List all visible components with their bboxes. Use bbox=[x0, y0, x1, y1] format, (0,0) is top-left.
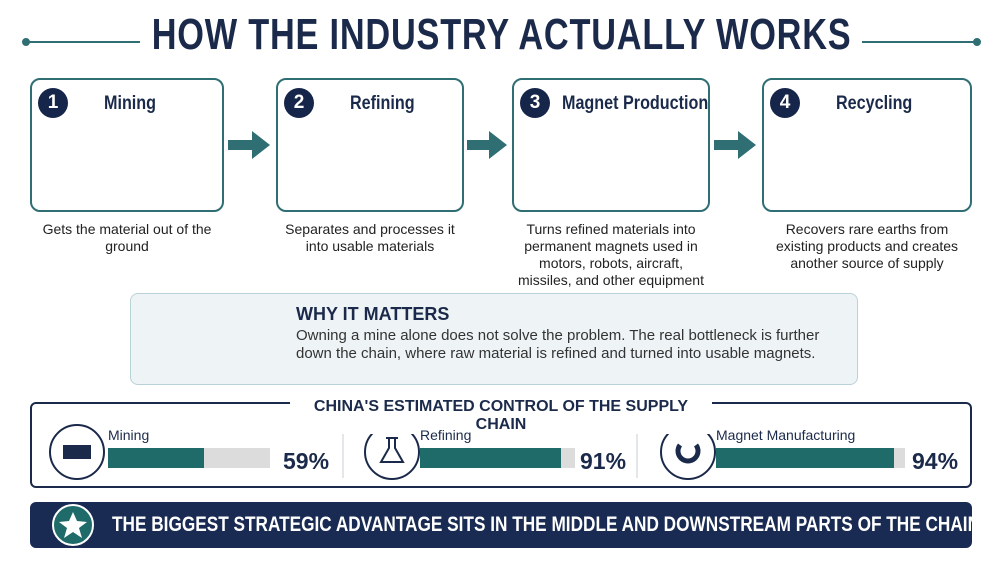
step-title: Recycling bbox=[836, 93, 913, 114]
step-description: Separates and processes it into usable m… bbox=[285, 221, 455, 254]
footer-banner bbox=[30, 502, 972, 548]
item-label: Mining bbox=[108, 427, 150, 443]
bar-track bbox=[420, 448, 575, 468]
footer-text: THE BIGGEST STRATEGIC ADVANTAGE SITS IN … bbox=[112, 513, 985, 536]
step-description: Turns refined materials into permanent m… bbox=[518, 221, 704, 288]
star-icon bbox=[52, 504, 94, 546]
step-title: Magnet Production bbox=[562, 93, 709, 114]
value-label: 91% bbox=[580, 448, 627, 474]
value-label: 94% bbox=[912, 448, 959, 474]
bar bbox=[716, 448, 894, 468]
step-description: Recovers rare earths from existing produ… bbox=[775, 221, 959, 271]
step-number: 4 bbox=[770, 88, 800, 118]
title: HOW THE INDUSTRY ACTUALLY WORKS bbox=[0, 10, 1003, 60]
item-label: Magnet Manufacturing bbox=[716, 427, 856, 443]
value-label: 59% bbox=[283, 448, 330, 474]
title-rules bbox=[22, 38, 981, 46]
step-title: Refining bbox=[350, 93, 415, 114]
why-box bbox=[130, 293, 858, 385]
control-title: CHINA'S ESTIMATED CONTROL OF THE SUPPLY … bbox=[290, 398, 712, 434]
item-label: Refining bbox=[420, 427, 472, 443]
step-title: Mining bbox=[104, 93, 157, 114]
bar bbox=[420, 448, 562, 468]
step-number: 2 bbox=[284, 88, 314, 118]
step-number: 3 bbox=[520, 88, 550, 118]
step-number: 1 bbox=[38, 88, 68, 118]
bar bbox=[108, 448, 204, 468]
control-icons bbox=[49, 424, 716, 480]
step-description: Gets the material out of the ground bbox=[42, 221, 212, 254]
bar-track bbox=[108, 448, 270, 468]
title-text: HOW THE INDUSTRY ACTUALLY WORKS bbox=[151, 10, 852, 59]
bar-track bbox=[716, 448, 905, 468]
step-box bbox=[512, 78, 710, 212]
why-text: Owning a mine alone does not solve the p… bbox=[296, 327, 820, 362]
why-title: WHY IT MATTERS bbox=[296, 304, 450, 324]
arrows bbox=[228, 131, 756, 159]
